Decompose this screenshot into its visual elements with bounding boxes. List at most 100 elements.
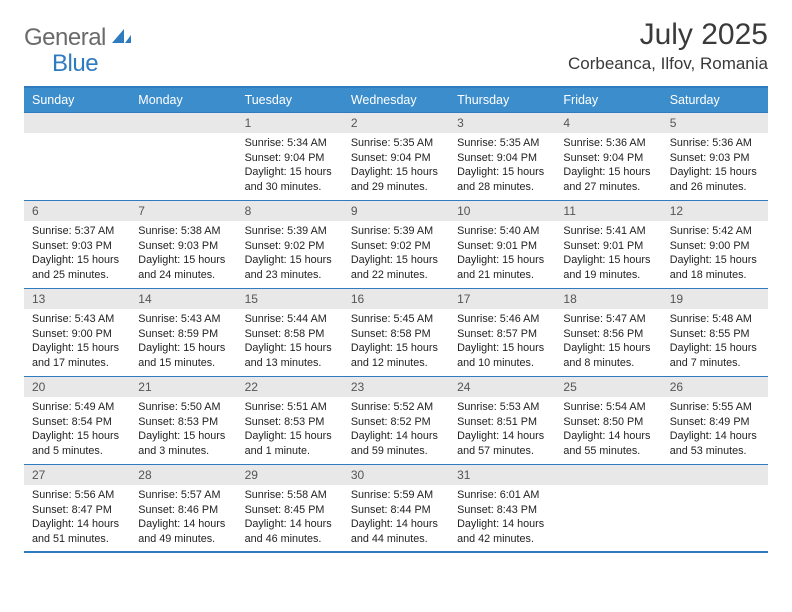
calendar-cell: 10Sunrise: 5:40 AMSunset: 9:01 PMDayligh…	[449, 200, 555, 288]
day-number: 2	[343, 112, 449, 133]
calendar-cell: 24Sunrise: 5:53 AMSunset: 8:51 PMDayligh…	[449, 376, 555, 464]
calendar-cell	[24, 112, 130, 200]
weekday-header: Monday	[130, 87, 236, 112]
day-details: Sunrise: 5:52 AMSunset: 8:52 PMDaylight:…	[343, 397, 449, 461]
calendar-cell: 5Sunrise: 5:36 AMSunset: 9:03 PMDaylight…	[662, 112, 768, 200]
day-details: Sunrise: 5:45 AMSunset: 8:58 PMDaylight:…	[343, 309, 449, 373]
month-title: July 2025	[568, 18, 768, 52]
day-details: Sunrise: 5:36 AMSunset: 9:03 PMDaylight:…	[662, 133, 768, 197]
day-number: 4	[555, 112, 661, 133]
day-number: 31	[449, 464, 555, 485]
day-details: Sunrise: 5:38 AMSunset: 9:03 PMDaylight:…	[130, 221, 236, 285]
day-details: Sunrise: 5:42 AMSunset: 9:00 PMDaylight:…	[662, 221, 768, 285]
weekday-header: Sunday	[24, 87, 130, 112]
calendar-cell: 9Sunrise: 5:39 AMSunset: 9:02 PMDaylight…	[343, 200, 449, 288]
calendar-table: SundayMondayTuesdayWednesdayThursdayFrid…	[24, 86, 768, 553]
day-details: Sunrise: 5:53 AMSunset: 8:51 PMDaylight:…	[449, 397, 555, 461]
day-number: 9	[343, 200, 449, 221]
day-number: 7	[130, 200, 236, 221]
calendar-row: 20Sunrise: 5:49 AMSunset: 8:54 PMDayligh…	[24, 376, 768, 464]
day-details: Sunrise: 5:37 AMSunset: 9:03 PMDaylight:…	[24, 221, 130, 285]
day-number: 14	[130, 288, 236, 309]
weekday-header: Saturday	[662, 87, 768, 112]
calendar-cell: 14Sunrise: 5:43 AMSunset: 8:59 PMDayligh…	[130, 288, 236, 376]
calendar-cell: 30Sunrise: 5:59 AMSunset: 8:44 PMDayligh…	[343, 464, 449, 552]
calendar-row: 6Sunrise: 5:37 AMSunset: 9:03 PMDaylight…	[24, 200, 768, 288]
calendar-cell: 3Sunrise: 5:35 AMSunset: 9:04 PMDaylight…	[449, 112, 555, 200]
day-number: 12	[662, 200, 768, 221]
calendar-cell: 25Sunrise: 5:54 AMSunset: 8:50 PMDayligh…	[555, 376, 661, 464]
day-number: 30	[343, 464, 449, 485]
calendar-cell: 4Sunrise: 5:36 AMSunset: 9:04 PMDaylight…	[555, 112, 661, 200]
day-number: 27	[24, 464, 130, 485]
day-details: Sunrise: 5:47 AMSunset: 8:56 PMDaylight:…	[555, 309, 661, 373]
day-details: Sunrise: 5:46 AMSunset: 8:57 PMDaylight:…	[449, 309, 555, 373]
title-block: July 2025 Corbeanca, Ilfov, Romania	[568, 18, 768, 74]
day-details: Sunrise: 5:34 AMSunset: 9:04 PMDaylight:…	[237, 133, 343, 197]
day-details: Sunrise: 5:35 AMSunset: 9:04 PMDaylight:…	[449, 133, 555, 197]
day-number: 6	[24, 200, 130, 221]
calendar-page: General July 2025 Corbeanca, Ilfov, Roma…	[0, 0, 792, 563]
day-number: 19	[662, 288, 768, 309]
day-details: Sunrise: 5:43 AMSunset: 8:59 PMDaylight:…	[130, 309, 236, 373]
day-number: 28	[130, 464, 236, 485]
day-details: Sunrise: 6:01 AMSunset: 8:43 PMDaylight:…	[449, 485, 555, 549]
logo-text-general: General	[24, 24, 106, 52]
day-details: Sunrise: 5:58 AMSunset: 8:45 PMDaylight:…	[237, 485, 343, 549]
day-details: Sunrise: 5:43 AMSunset: 9:00 PMDaylight:…	[24, 309, 130, 373]
daynum-empty	[24, 112, 130, 133]
day-details: Sunrise: 5:48 AMSunset: 8:55 PMDaylight:…	[662, 309, 768, 373]
day-details: Sunrise: 5:39 AMSunset: 9:02 PMDaylight:…	[343, 221, 449, 285]
day-number: 29	[237, 464, 343, 485]
calendar-cell: 1Sunrise: 5:34 AMSunset: 9:04 PMDaylight…	[237, 112, 343, 200]
calendar-cell: 21Sunrise: 5:50 AMSunset: 8:53 PMDayligh…	[130, 376, 236, 464]
weekday-header: Thursday	[449, 87, 555, 112]
calendar-cell: 17Sunrise: 5:46 AMSunset: 8:57 PMDayligh…	[449, 288, 555, 376]
day-details: Sunrise: 5:57 AMSunset: 8:46 PMDaylight:…	[130, 485, 236, 549]
day-number: 22	[237, 376, 343, 397]
calendar-cell: 26Sunrise: 5:55 AMSunset: 8:49 PMDayligh…	[662, 376, 768, 464]
calendar-cell: 20Sunrise: 5:49 AMSunset: 8:54 PMDayligh…	[24, 376, 130, 464]
day-number: 23	[343, 376, 449, 397]
day-number: 5	[662, 112, 768, 133]
calendar-row: 27Sunrise: 5:56 AMSunset: 8:47 PMDayligh…	[24, 464, 768, 552]
day-details: Sunrise: 5:49 AMSunset: 8:54 PMDaylight:…	[24, 397, 130, 461]
day-number: 1	[237, 112, 343, 133]
calendar-row: 1Sunrise: 5:34 AMSunset: 9:04 PMDaylight…	[24, 112, 768, 200]
day-number: 13	[24, 288, 130, 309]
day-details: Sunrise: 5:41 AMSunset: 9:01 PMDaylight:…	[555, 221, 661, 285]
calendar-row: 13Sunrise: 5:43 AMSunset: 9:00 PMDayligh…	[24, 288, 768, 376]
daybody-empty	[662, 485, 768, 535]
calendar-cell: 22Sunrise: 5:51 AMSunset: 8:53 PMDayligh…	[237, 376, 343, 464]
day-number: 10	[449, 200, 555, 221]
day-details: Sunrise: 5:36 AMSunset: 9:04 PMDaylight:…	[555, 133, 661, 197]
day-number: 16	[343, 288, 449, 309]
calendar-cell: 12Sunrise: 5:42 AMSunset: 9:00 PMDayligh…	[662, 200, 768, 288]
weekday-header: Tuesday	[237, 87, 343, 112]
day-number: 20	[24, 376, 130, 397]
weekday-header-row: SundayMondayTuesdayWednesdayThursdayFrid…	[24, 87, 768, 112]
daynum-empty	[555, 464, 661, 485]
day-number: 26	[662, 376, 768, 397]
calendar-cell: 23Sunrise: 5:52 AMSunset: 8:52 PMDayligh…	[343, 376, 449, 464]
calendar-cell: 27Sunrise: 5:56 AMSunset: 8:47 PMDayligh…	[24, 464, 130, 552]
day-details: Sunrise: 5:35 AMSunset: 9:04 PMDaylight:…	[343, 133, 449, 197]
day-details: Sunrise: 5:44 AMSunset: 8:58 PMDaylight:…	[237, 309, 343, 373]
location-text: Corbeanca, Ilfov, Romania	[568, 54, 768, 74]
calendar-cell: 15Sunrise: 5:44 AMSunset: 8:58 PMDayligh…	[237, 288, 343, 376]
logo-text-blue: Blue	[52, 50, 98, 77]
day-number: 17	[449, 288, 555, 309]
calendar-cell: 28Sunrise: 5:57 AMSunset: 8:46 PMDayligh…	[130, 464, 236, 552]
calendar-cell	[662, 464, 768, 552]
calendar-cell: 2Sunrise: 5:35 AMSunset: 9:04 PMDaylight…	[343, 112, 449, 200]
day-details: Sunrise: 5:56 AMSunset: 8:47 PMDaylight:…	[24, 485, 130, 549]
day-number: 24	[449, 376, 555, 397]
calendar-cell: 7Sunrise: 5:38 AMSunset: 9:03 PMDaylight…	[130, 200, 236, 288]
day-details: Sunrise: 5:55 AMSunset: 8:49 PMDaylight:…	[662, 397, 768, 461]
calendar-cell: 6Sunrise: 5:37 AMSunset: 9:03 PMDaylight…	[24, 200, 130, 288]
calendar-cell: 11Sunrise: 5:41 AMSunset: 9:01 PMDayligh…	[555, 200, 661, 288]
calendar-cell: 31Sunrise: 6:01 AMSunset: 8:43 PMDayligh…	[449, 464, 555, 552]
logo-sail-icon	[110, 26, 132, 51]
day-details: Sunrise: 5:51 AMSunset: 8:53 PMDaylight:…	[237, 397, 343, 461]
calendar-cell: 19Sunrise: 5:48 AMSunset: 8:55 PMDayligh…	[662, 288, 768, 376]
